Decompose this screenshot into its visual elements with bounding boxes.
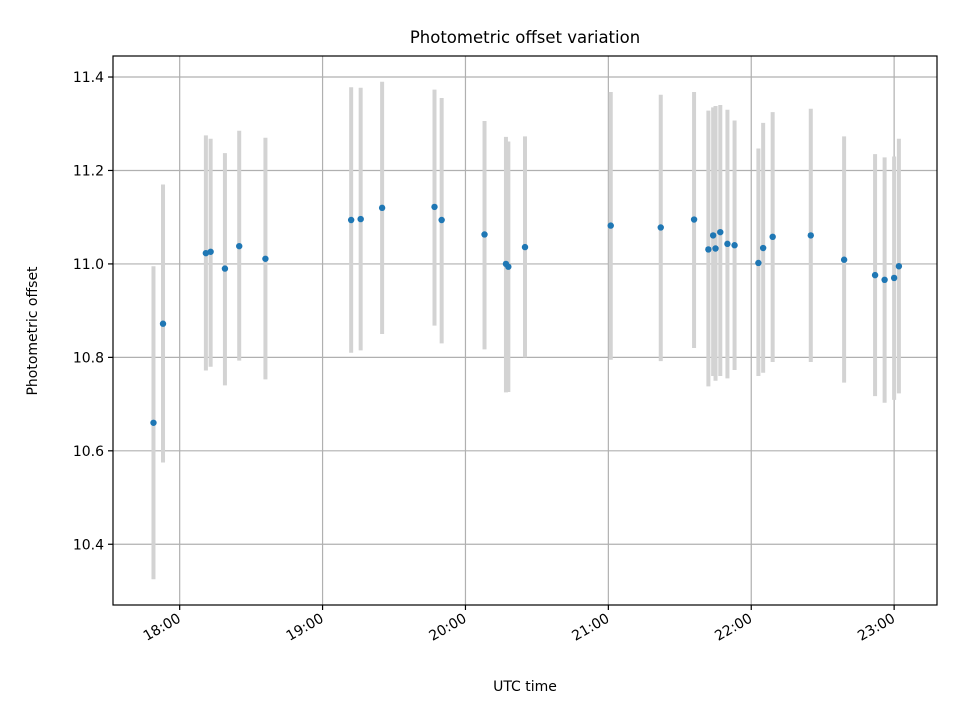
data-point	[890, 274, 898, 282]
data-point	[607, 222, 614, 229]
y-tick-label: 11.2	[73, 163, 104, 179]
data-point	[705, 246, 712, 253]
data-point	[755, 259, 762, 267]
y-tick-label: 10.4	[73, 537, 104, 553]
data-point	[431, 203, 438, 211]
data-point	[871, 271, 879, 279]
data-point	[807, 232, 814, 239]
data-point	[769, 233, 776, 241]
data-point	[657, 224, 664, 231]
y-tick-label: 11.0	[73, 257, 104, 273]
data-point	[731, 242, 738, 249]
data-point	[724, 240, 731, 248]
data-point	[505, 263, 512, 270]
data-point	[378, 204, 386, 212]
y-tick-label: 10.6	[73, 444, 104, 460]
plot-frame	[112, 55, 938, 606]
y-tick-label: 11.4	[73, 70, 104, 86]
data-point	[159, 320, 167, 327]
data-point	[438, 216, 445, 224]
data-point	[262, 255, 269, 262]
chart-title: Photometric offset variation	[410, 28, 640, 47]
data-point	[895, 263, 903, 270]
data-point	[207, 248, 214, 255]
y-axis-label: Photometric offset	[25, 266, 41, 396]
ticks: 18:00 19:00 20:00 21:00 22:00 23:0010.410.610…	[73, 70, 898, 645]
data-point	[840, 256, 848, 263]
data-point	[521, 243, 529, 251]
data-point	[759, 244, 767, 252]
data-point	[347, 216, 355, 224]
data-point	[709, 232, 717, 239]
data-point	[357, 215, 364, 223]
data-point	[481, 231, 488, 238]
x-axis-label: UTC time	[493, 679, 557, 695]
y-tick-label: 10.8	[73, 350, 104, 366]
data-point	[881, 276, 888, 284]
data-points	[150, 203, 903, 426]
data-point	[221, 265, 229, 272]
data-point	[712, 245, 719, 252]
data-point	[236, 242, 243, 250]
data-point	[717, 228, 724, 236]
data-point	[690, 216, 698, 223]
data-point	[150, 419, 157, 426]
